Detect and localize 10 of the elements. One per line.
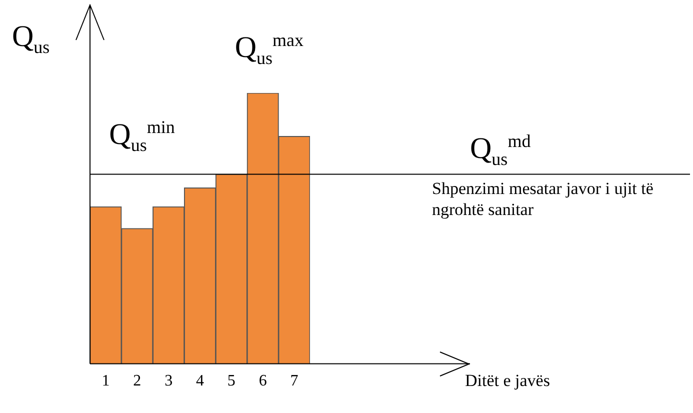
y-axis-title: Q$_{us}$: [12, 20, 50, 57]
x-tick-label: 6: [258, 372, 267, 390]
x-tick-label: 4: [196, 372, 204, 390]
x-tick-label: 1: [102, 372, 110, 390]
text: Ditët e javës: [465, 370, 550, 390]
text: Shpenzimi mesatar javor i ujit të ngrohtë sanitar: [432, 178, 654, 221]
x-tick-label: 3: [164, 372, 173, 390]
x-tick-label: 7: [290, 372, 298, 390]
x-tick-label: 2: [133, 372, 142, 390]
x-tick-label: 5: [227, 372, 236, 390]
